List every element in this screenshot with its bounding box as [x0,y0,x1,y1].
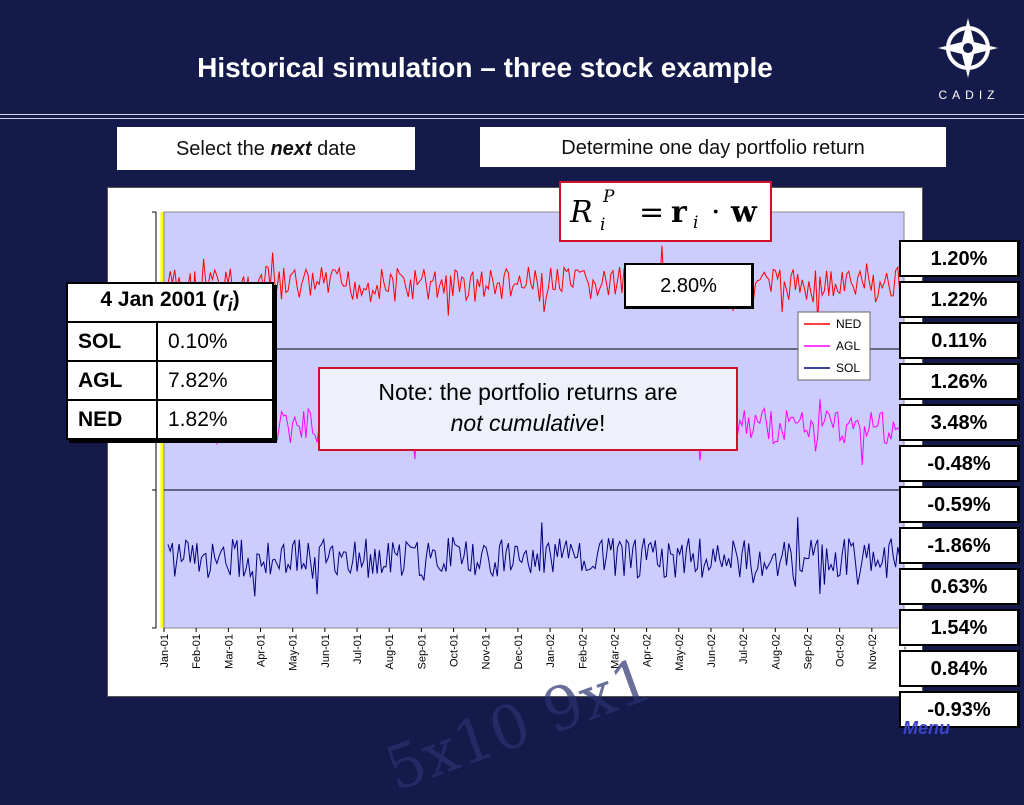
portfolio-return-value: 2.80% [624,263,754,309]
stock-name: SOL [66,321,158,362]
x-tick-label: Mar-01 [223,634,235,669]
stock-return: 1.82% [156,399,274,440]
list-item: 0.11% [899,322,1020,359]
stock-name: NED [66,399,158,440]
cadiz-logo-icon [938,18,998,78]
table-row: SOL 0.10% [66,321,274,362]
stock-return: 7.82% [156,360,274,401]
list-item: 0.63% [899,568,1020,605]
header-divider-bottom [0,118,1024,119]
series-line-sol [167,517,901,597]
x-tick-label: Feb-01 [191,634,203,669]
list-item: -1.86% [899,527,1020,564]
select-emph: next [270,138,312,160]
note-emph: not cumulative [450,410,599,436]
x-tick-label: Aug-01 [384,634,396,669]
x-tick-label: Aug-02 [770,634,782,669]
select-next-date-box: Select the next date [117,127,415,170]
x-tick-label: Mar-02 [609,634,621,669]
list-item: -0.48% [899,445,1020,482]
x-tick-label: Jun-02 [706,634,718,668]
x-tick-label: Jul-02 [738,634,750,664]
x-tick-label: Sep-01 [416,634,428,669]
logo-wordmark: CADIZ [938,88,1000,102]
x-tick-label: Jan-02 [545,634,557,668]
x-tick-label: Nov-02 [867,634,879,669]
stock-return: 0.10% [156,321,274,362]
x-tick-label: Jun-01 [320,634,332,668]
table-row: AGL 7.82% [66,360,274,401]
list-item: 3.48% [899,404,1020,441]
returns-table-header: 4 Jan 2001 (ri) [66,282,274,323]
page-title: Historical simulation – three stock exam… [197,52,773,83]
x-tick-label: Nov-01 [481,634,493,669]
note-end: ! [598,410,606,436]
portfolio-returns-list: 1.20% 1.22% 0.11% 1.26% 3.48% -0.48% -0.… [899,240,1024,732]
x-tick-label: Oct-01 [449,634,461,667]
select-suffix: date [311,138,357,160]
list-item: 1.22% [899,281,1020,318]
x-tick-label: Jul-01 [352,634,364,664]
select-prefix: Select the [175,138,271,160]
stock-name: AGL [66,360,158,401]
x-tick-label: May-02 [674,634,686,671]
x-tick-label: Apr-02 [642,634,654,667]
x-tick-label: Dec-01 [513,634,525,669]
stock-returns-table: 4 Jan 2001 (ri) SOL 0.10% AGL 7.82% NED … [66,282,274,440]
series-line-ned [167,245,901,323]
x-tick-label: Oct-02 [835,634,847,667]
legend-label-ned: NED [836,317,862,331]
menu-link[interactable]: Menu [903,718,950,738]
x-tick-label: Jan-01 [159,634,171,668]
note-box: Note: the portfolio returns are not cumu… [318,367,738,451]
list-item: 0.84% [899,650,1020,687]
table-row: NED 1.82% [66,399,274,440]
list-item: 1.20% [899,240,1020,277]
note-line1: Note: the portfolio returns are [378,379,678,405]
list-item: 1.26% [899,363,1020,400]
determine-return-box: Determine one day portfolio return [480,127,946,167]
list-item: 1.54% [899,609,1020,646]
header-divider-top [0,114,1024,115]
x-tick-label: Sep-02 [802,634,814,669]
x-tick-label: May-01 [288,634,300,671]
legend-label-agl: AGL [836,339,860,353]
list-item: -0.93% [899,691,1020,728]
x-tick-label: Apr-01 [256,634,268,667]
list-item: -0.59% [899,486,1020,523]
x-tick-label: Feb-02 [577,634,589,669]
legend-label-sol: SOL [836,361,860,375]
